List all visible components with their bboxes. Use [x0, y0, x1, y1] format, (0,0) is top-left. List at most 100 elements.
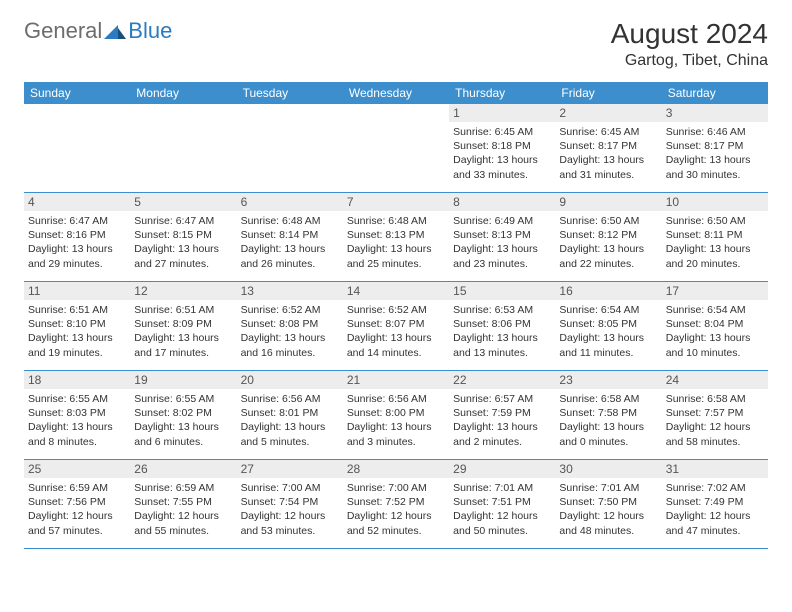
day-cell — [237, 104, 343, 192]
sunrise-text: Sunrise: 6:54 AM — [666, 303, 764, 317]
day-number: 20 — [237, 371, 343, 389]
day-number: 26 — [130, 460, 236, 478]
sunrise-text: Sunrise: 6:45 AM — [453, 125, 551, 139]
sunrise-text: Sunrise: 6:53 AM — [453, 303, 551, 317]
day-cell: 19Sunrise: 6:55 AMSunset: 8:02 PMDayligh… — [130, 371, 236, 459]
day-number: 22 — [449, 371, 555, 389]
day-number: 10 — [662, 193, 768, 211]
day-info: Sunrise: 7:02 AMSunset: 7:49 PMDaylight:… — [666, 481, 764, 538]
day-info: Sunrise: 6:45 AMSunset: 8:18 PMDaylight:… — [453, 125, 551, 182]
day-number: 28 — [343, 460, 449, 478]
sunset-text: Sunset: 8:17 PM — [666, 139, 764, 153]
week-row: 11Sunrise: 6:51 AMSunset: 8:10 PMDayligh… — [24, 282, 768, 371]
sunset-text: Sunset: 7:54 PM — [241, 495, 339, 509]
daylight-text: Daylight: 13 hours and 11 minutes. — [559, 331, 657, 359]
day-number: 1 — [449, 104, 555, 122]
sunrise-text: Sunrise: 6:47 AM — [28, 214, 126, 228]
day-cell: 13Sunrise: 6:52 AMSunset: 8:08 PMDayligh… — [237, 282, 343, 370]
day-cell: 5 Sunrise: 6:47 AMSunset: 8:15 PMDaylight… — [130, 193, 236, 281]
day-number: 17 — [662, 282, 768, 300]
sunset-text: Sunset: 8:06 PM — [453, 317, 551, 331]
daylight-text: Daylight: 13 hours and 19 minutes. — [28, 331, 126, 359]
day-cell: 30Sunrise: 7:01 AMSunset: 7:50 PMDayligh… — [555, 460, 661, 548]
sunset-text: Sunset: 7:49 PM — [666, 495, 764, 509]
sunset-text: Sunset: 8:17 PM — [559, 139, 657, 153]
daylight-text: Daylight: 13 hours and 33 minutes. — [453, 153, 551, 181]
sunrise-text: Sunrise: 7:00 AM — [241, 481, 339, 495]
week-row: 4Sunrise: 6:47 AMSunset: 8:16 PMDaylight… — [24, 193, 768, 282]
daylight-text: Daylight: 13 hours and 3 minutes. — [347, 420, 445, 448]
daylight-text: Daylight: 13 hours and 27 minutes. — [134, 242, 232, 270]
daylight-text: Daylight: 12 hours and 48 minutes. — [559, 509, 657, 537]
daylight-text: Daylight: 13 hours and 0 minutes. — [559, 420, 657, 448]
daylight-text: Daylight: 13 hours and 13 minutes. — [453, 331, 551, 359]
daylight-text: Daylight: 13 hours and 16 minutes. — [241, 331, 339, 359]
sunset-text: Sunset: 7:58 PM — [559, 406, 657, 420]
day-info: Sunrise: 6:53 AMSunset: 8:06 PMDaylight:… — [453, 303, 551, 360]
day-info: Sunrise: 6:47 AMSunset: 8:15 PMDaylight:… — [134, 214, 232, 271]
day-number: 16 — [555, 282, 661, 300]
weekday-header: Thursday — [449, 82, 555, 104]
day-cell: 4Sunrise: 6:47 AMSunset: 8:16 PMDaylight… — [24, 193, 130, 281]
sunrise-text: Sunrise: 6:56 AM — [347, 392, 445, 406]
daylight-text: Daylight: 12 hours and 55 minutes. — [134, 509, 232, 537]
day-cell: 29Sunrise: 7:01 AMSunset: 7:51 PMDayligh… — [449, 460, 555, 548]
day-number: 4 — [24, 193, 130, 211]
day-cell: 24Sunrise: 6:58 AMSunset: 7:57 PMDayligh… — [662, 371, 768, 459]
day-info: Sunrise: 6:51 AMSunset: 8:10 PMDaylight:… — [28, 303, 126, 360]
sunset-text: Sunset: 8:14 PM — [241, 228, 339, 242]
daylight-text: Daylight: 13 hours and 25 minutes. — [347, 242, 445, 270]
day-info: Sunrise: 6:56 AMSunset: 8:00 PMDaylight:… — [347, 392, 445, 449]
day-cell: 14Sunrise: 6:52 AMSunset: 8:07 PMDayligh… — [343, 282, 449, 370]
day-number: 25 — [24, 460, 130, 478]
sunrise-text: Sunrise: 7:01 AM — [453, 481, 551, 495]
day-number: 13 — [237, 282, 343, 300]
day-cell: 21Sunrise: 6:56 AMSunset: 8:00 PMDayligh… — [343, 371, 449, 459]
sunset-text: Sunset: 8:09 PM — [134, 317, 232, 331]
day-cell: 25Sunrise: 6:59 AMSunset: 7:56 PMDayligh… — [24, 460, 130, 548]
day-number: 27 — [237, 460, 343, 478]
day-number: 12 — [130, 282, 236, 300]
day-info: Sunrise: 7:01 AMSunset: 7:50 PMDaylight:… — [559, 481, 657, 538]
daylight-text: Daylight: 13 hours and 5 minutes. — [241, 420, 339, 448]
daylight-text: Daylight: 12 hours and 52 minutes. — [347, 509, 445, 537]
calendar: Sunday Monday Tuesday Wednesday Thursday… — [0, 82, 792, 549]
day-cell — [130, 104, 236, 192]
sunrise-text: Sunrise: 6:57 AM — [453, 392, 551, 406]
day-cell: 28Sunrise: 7:00 AMSunset: 7:52 PMDayligh… — [343, 460, 449, 548]
day-info: Sunrise: 6:54 AMSunset: 8:05 PMDaylight:… — [559, 303, 657, 360]
sunset-text: Sunset: 8:13 PM — [347, 228, 445, 242]
sunrise-text: Sunrise: 6:58 AM — [666, 392, 764, 406]
day-cell: 20 Sunrise: 6:56 AMSunset: 8:01 PMDayligh… — [237, 371, 343, 459]
daylight-text: Daylight: 13 hours and 30 minutes. — [666, 153, 764, 181]
sunrise-text: Sunrise: 6:48 AM — [241, 214, 339, 228]
sunrise-text: Sunrise: 6:54 AM — [559, 303, 657, 317]
day-number: 29 — [449, 460, 555, 478]
day-cell: 23Sunrise: 6:58 AMSunset: 7:58 PMDayligh… — [555, 371, 661, 459]
daylight-text: Daylight: 13 hours and 22 minutes. — [559, 242, 657, 270]
sunrise-text: Sunrise: 6:52 AM — [347, 303, 445, 317]
day-cell: 10Sunrise: 6:50 AMSunset: 8:11 PMDayligh… — [662, 193, 768, 281]
day-cell: 12Sunrise: 6:51 AMSunset: 8:09 PMDayligh… — [130, 282, 236, 370]
day-info: Sunrise: 6:57 AMSunset: 7:59 PMDaylight:… — [453, 392, 551, 449]
day-info: Sunrise: 6:56 AMSunset: 8:01 PMDaylight:… — [241, 392, 339, 449]
week-row: 1 Sunrise: 6:45 AMSunset: 8:18 PMDaylight… — [24, 104, 768, 193]
day-number: 23 — [555, 371, 661, 389]
sunset-text: Sunset: 8:00 PM — [347, 406, 445, 420]
day-info: Sunrise: 6:49 AMSunset: 8:13 PMDaylight:… — [453, 214, 551, 271]
sunrise-text: Sunrise: 6:45 AM — [559, 125, 657, 139]
daylight-text: Daylight: 13 hours and 14 minutes. — [347, 331, 445, 359]
day-info: Sunrise: 6:48 AMSunset: 8:14 PMDaylight:… — [241, 214, 339, 271]
day-number: 5 — [130, 193, 236, 211]
day-info: Sunrise: 6:55 AMSunset: 8:02 PMDaylight:… — [134, 392, 232, 449]
sunset-text: Sunset: 8:13 PM — [453, 228, 551, 242]
day-cell — [24, 104, 130, 192]
day-cell: 16 Sunrise: 6:54 AMSunset: 8:05 PMDayligh… — [555, 282, 661, 370]
day-cell: 18Sunrise: 6:55 AMSunset: 8:03 PMDayligh… — [24, 371, 130, 459]
day-number: 8 — [449, 193, 555, 211]
sunrise-text: Sunrise: 6:50 AM — [559, 214, 657, 228]
day-cell: 27Sunrise: 7:00 AMSunset: 7:54 PMDayligh… — [237, 460, 343, 548]
weeks-container: 1 Sunrise: 6:45 AMSunset: 8:18 PMDaylight… — [24, 104, 768, 549]
day-info: Sunrise: 6:54 AMSunset: 8:04 PMDaylight:… — [666, 303, 764, 360]
sunset-text: Sunset: 8:01 PM — [241, 406, 339, 420]
